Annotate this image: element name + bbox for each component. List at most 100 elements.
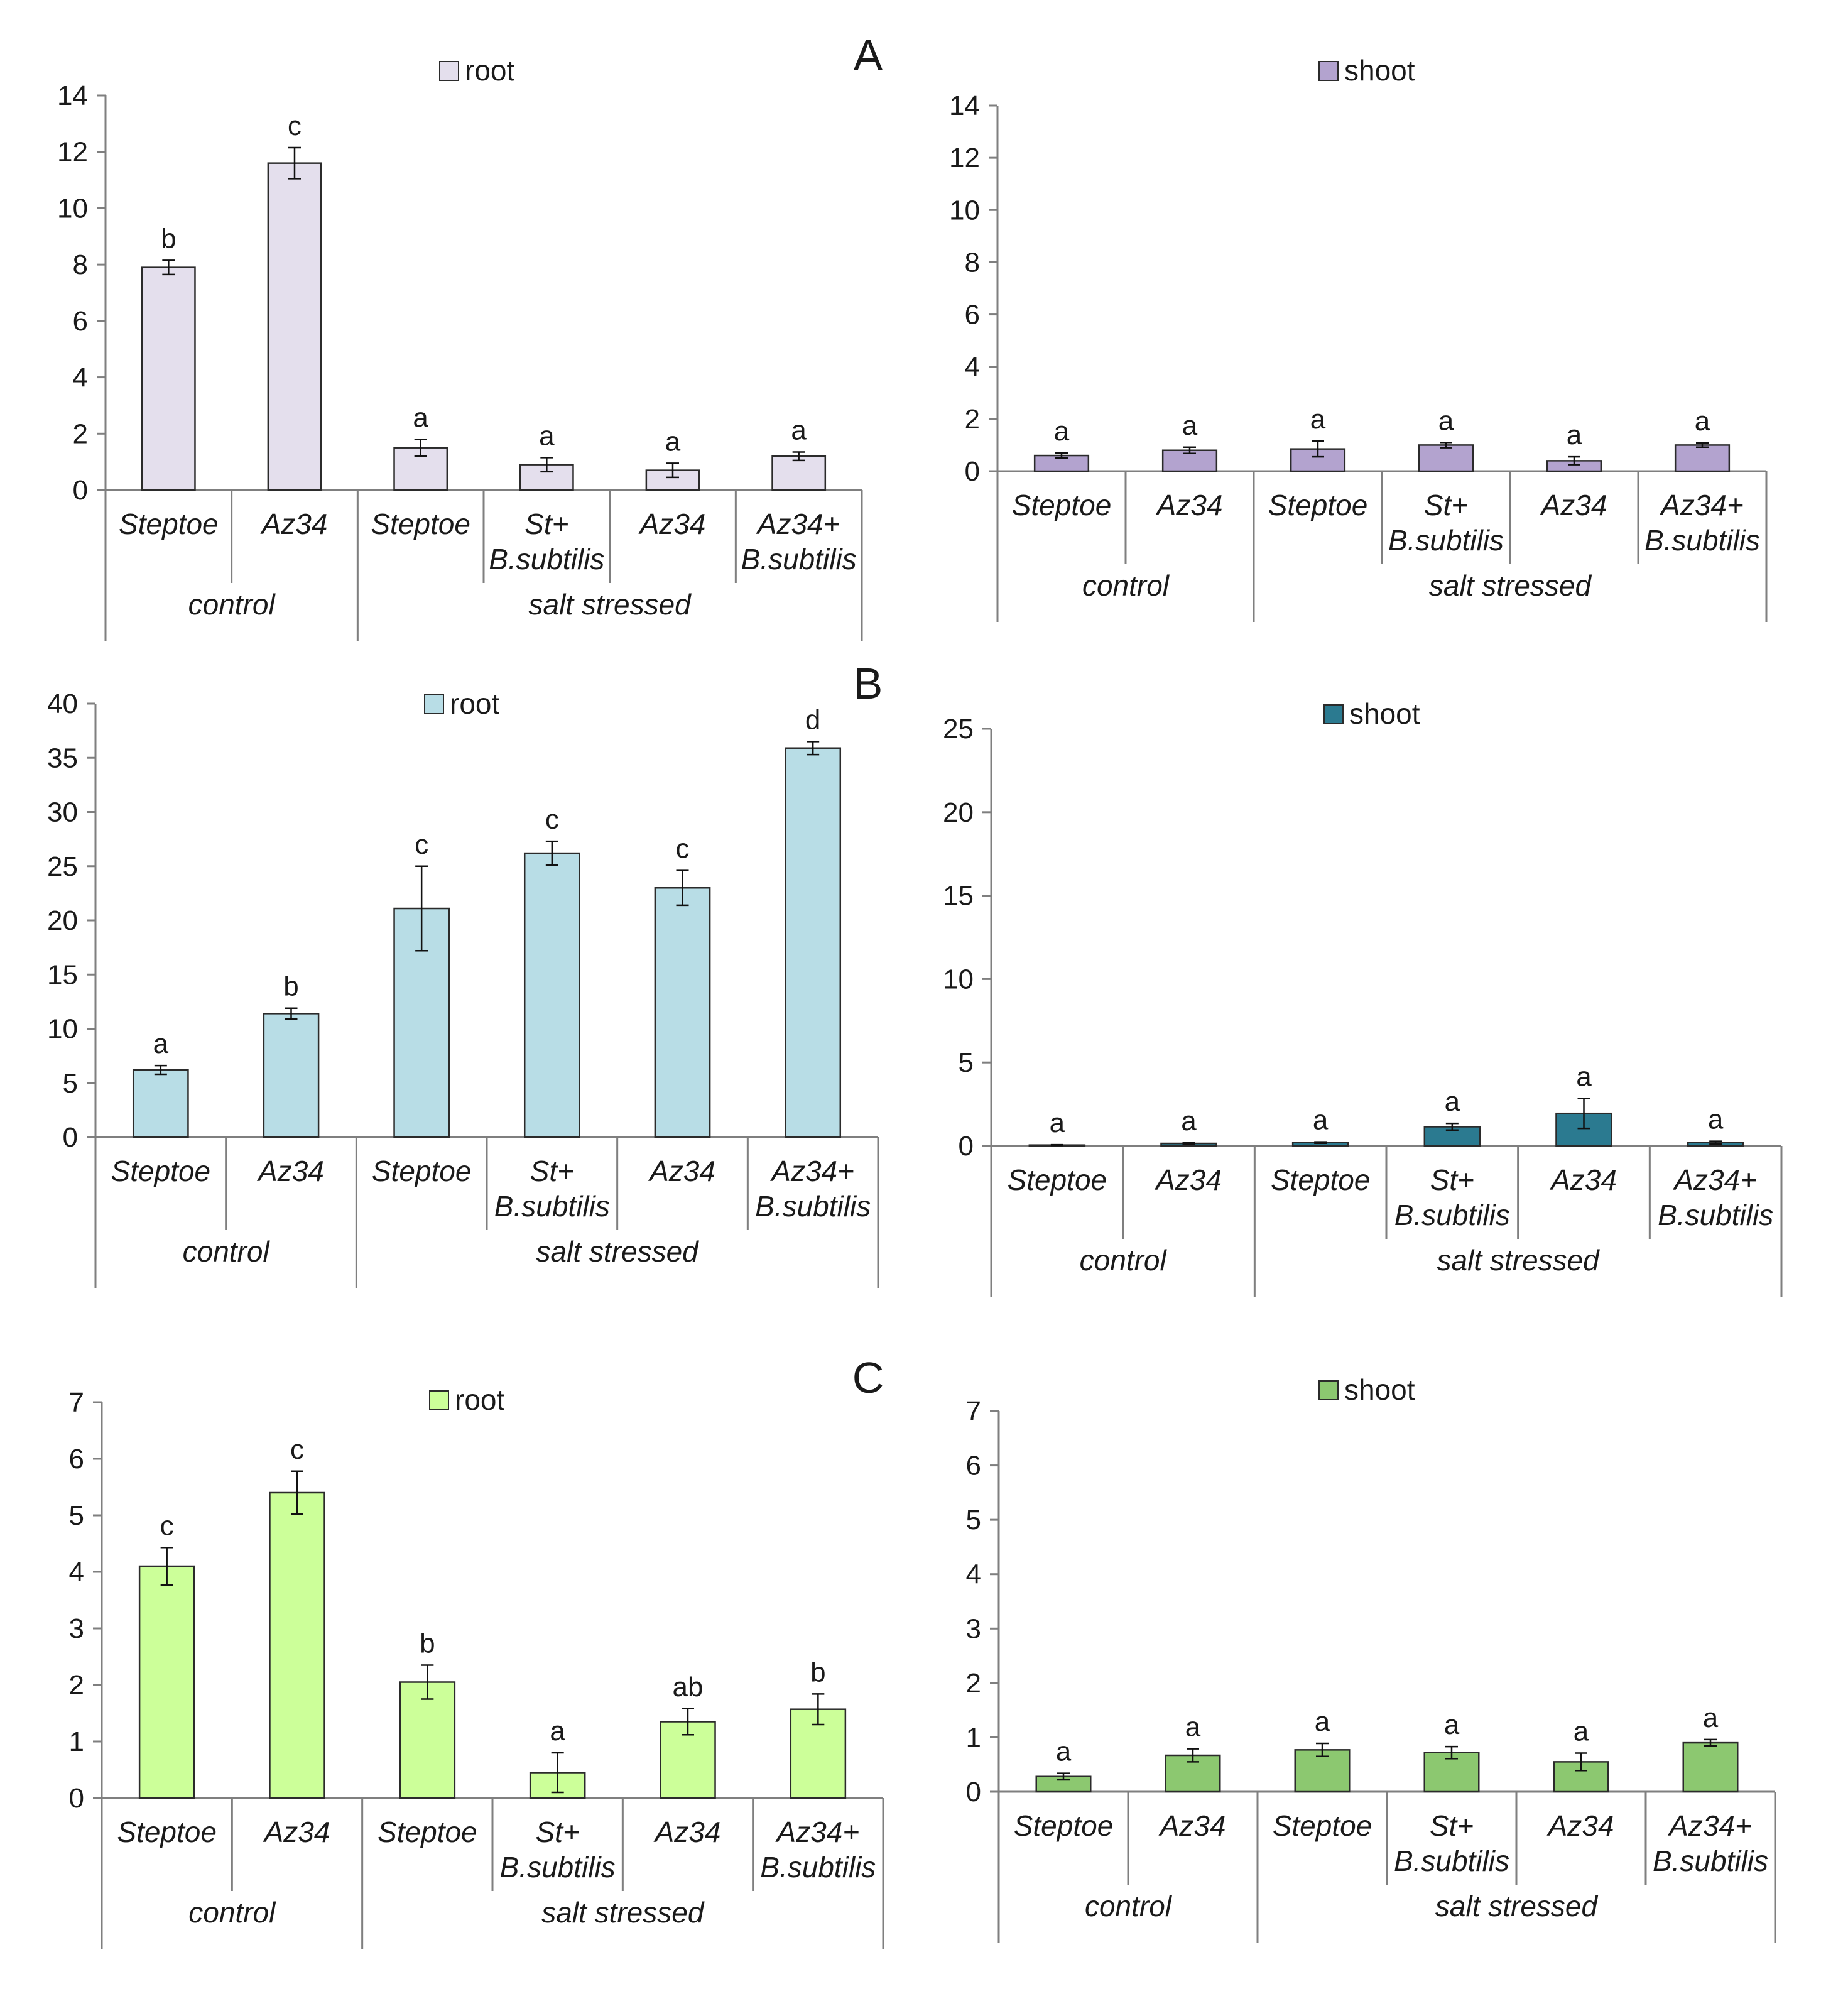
y-tick-label: 0: [959, 1131, 974, 1162]
y-tick-label: 8: [73, 249, 88, 280]
category-label: Az34+: [775, 1816, 859, 1848]
bar: [654, 887, 711, 1138]
panel-letter-a: A: [854, 31, 883, 80]
y-tick-label: 4: [73, 362, 88, 393]
category-label: B.subtilis: [1658, 1199, 1773, 1231]
significance-letter: a: [791, 415, 807, 445]
y-tick-label: 7: [966, 1396, 981, 1427]
category-label: B.subtilis: [1388, 524, 1504, 557]
group-label: salt stressed: [536, 1235, 700, 1268]
category-label: B.subtilis: [494, 1190, 610, 1223]
category-label: Steptoe: [1271, 1164, 1371, 1196]
significance-letter: c: [160, 1510, 174, 1541]
significance-letter: a: [1182, 410, 1198, 441]
y-tick-label: 12: [949, 143, 980, 173]
significance-letter: a: [1567, 420, 1582, 450]
category-label: Az34+: [1672, 1164, 1757, 1196]
category-label: B.subtilis: [500, 1851, 616, 1883]
legend-label: root: [455, 1383, 504, 1416]
group-label: salt stressed: [1435, 1890, 1599, 1922]
y-tick-label: 1: [966, 1722, 981, 1753]
category-label: Steptoe: [378, 1816, 477, 1848]
y-tick-label: 25: [943, 714, 974, 744]
bar: [1674, 444, 1731, 472]
bar: [138, 1565, 195, 1799]
significance-letter: a: [1445, 1086, 1460, 1117]
category-label: Steptoe: [1268, 489, 1368, 521]
legend-swatch: [429, 1390, 449, 1410]
group-label: salt stressed: [541, 1896, 705, 1929]
chart-a-root: 02468101214bSteptoecAz34aSteptoeaSt+B.su…: [57, 54, 863, 641]
significance-letter: a: [1181, 1106, 1197, 1136]
significance-letter: ab: [673, 1672, 704, 1703]
significance-letter: a: [1050, 1108, 1065, 1138]
legend-label: shoot: [1344, 1373, 1415, 1406]
legend-swatch: [1323, 704, 1344, 724]
bar: [267, 162, 322, 491]
category-label: B.subtilis: [1394, 1845, 1509, 1877]
group-label: control: [1082, 569, 1170, 602]
category-label: St+: [1430, 1809, 1474, 1842]
bar: [263, 1013, 320, 1138]
y-tick-label: 10: [57, 193, 88, 224]
significance-letter: a: [1310, 404, 1326, 435]
y-tick-label: 3: [69, 1613, 84, 1644]
y-tick-label: 6: [73, 306, 88, 337]
category-label: St+: [536, 1816, 580, 1848]
category-label: Az34: [648, 1155, 715, 1187]
bar: [269, 1491, 325, 1799]
significance-letter: a: [1574, 1716, 1589, 1747]
category-label: B.subtilis: [741, 543, 857, 575]
category-label: B.subtilis: [1653, 1845, 1768, 1877]
y-tick-label: 20: [47, 905, 78, 936]
bar: [1555, 1112, 1612, 1147]
group-label: control: [1080, 1244, 1168, 1277]
category-label: Az34: [1154, 1164, 1222, 1196]
chart-c-root: 01234567cSteptoecAz34bSteptoeaSt+B.subti…: [69, 1383, 884, 1949]
group-label: salt stressed: [529, 588, 692, 621]
group-label: salt stressed: [1437, 1244, 1601, 1277]
y-tick-label: 40: [47, 689, 78, 719]
y-tick-label: 3: [966, 1613, 981, 1644]
y-tick-label: 4: [69, 1557, 84, 1588]
y-tick-label: 6: [69, 1444, 84, 1474]
y-tick-label: 6: [965, 300, 980, 330]
significance-letter: a: [1703, 1703, 1719, 1733]
bar: [1682, 1741, 1739, 1793]
legend-label: root: [465, 54, 514, 87]
significance-letter: c: [290, 1434, 304, 1465]
legend-label: shoot: [1344, 54, 1415, 87]
y-tick-label: 2: [73, 418, 88, 449]
significance-letter: a: [1313, 1105, 1329, 1136]
significance-letter: a: [1056, 1736, 1072, 1767]
y-tick-label: 5: [69, 1500, 84, 1531]
y-tick-label: 7: [69, 1387, 84, 1418]
category-label: Az34: [260, 508, 328, 540]
significance-letter: a: [1444, 1709, 1460, 1740]
significance-letter: b: [420, 1628, 435, 1659]
y-tick-label: 4: [965, 352, 980, 383]
significance-letter: a: [1438, 405, 1454, 436]
y-tick-label: 0: [63, 1122, 78, 1153]
y-tick-label: 14: [949, 90, 980, 121]
category-label: Steptoe: [117, 1816, 217, 1848]
y-tick-label: 14: [57, 80, 88, 111]
chart-b-shoot: 0510152025aSteptoeaAz34aSteptoeaSt+B.sub…: [943, 697, 1783, 1297]
group-label: control: [1085, 1890, 1173, 1922]
category-label: St+: [525, 508, 568, 540]
y-tick-label: 10: [949, 195, 980, 226]
significance-letter: a: [665, 426, 681, 457]
significance-letter: a: [1576, 1061, 1592, 1092]
category-label: B.subtilis: [489, 543, 604, 575]
y-tick-label: 25: [47, 851, 78, 882]
y-tick-label: 5: [959, 1047, 974, 1078]
y-tick-label: 0: [69, 1783, 84, 1814]
y-tick-label: 0: [73, 475, 88, 506]
significance-letter: a: [1315, 1706, 1330, 1737]
chart-b-root: 0 5 10 15 20 25 30 35 40 a Steptoe b Az34 c Steptoe c St…: [47, 687, 879, 1288]
significance-letter: a: [153, 1028, 169, 1059]
category-label: Steptoe: [1273, 1809, 1372, 1842]
category-label: Az34: [1549, 1164, 1617, 1196]
category-label: Az34+: [1667, 1809, 1752, 1842]
